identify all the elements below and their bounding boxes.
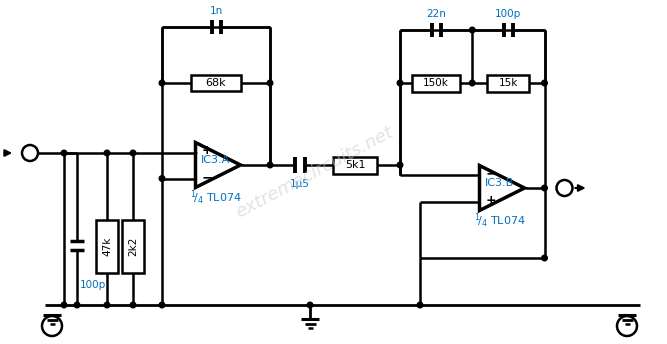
Text: $^1\!/_4$ TL074: $^1\!/_4$ TL074	[474, 211, 526, 229]
Text: 22n: 22n	[426, 9, 446, 19]
Bar	[122, 220, 144, 273]
Text: IC3.B: IC3.B	[486, 178, 515, 188]
Circle shape	[307, 302, 313, 308]
Text: 1µ5: 1µ5	[290, 179, 310, 189]
Circle shape	[417, 302, 423, 308]
Circle shape	[104, 302, 110, 308]
Text: 2k2: 2k2	[128, 237, 138, 256]
Circle shape	[470, 27, 475, 33]
Circle shape	[267, 80, 273, 86]
Circle shape	[130, 150, 136, 156]
Circle shape	[542, 80, 548, 86]
Text: +: +	[201, 144, 212, 157]
Text: 68k: 68k	[205, 78, 226, 88]
Circle shape	[130, 302, 136, 308]
Bar	[191, 75, 241, 91]
Text: 150k: 150k	[423, 78, 449, 88]
Circle shape	[398, 80, 403, 86]
Text: −: −	[201, 171, 213, 184]
Text: 15k: 15k	[499, 78, 518, 88]
Circle shape	[267, 162, 273, 168]
Circle shape	[542, 255, 548, 261]
Text: +: +	[486, 194, 496, 207]
Text: extremecircuits.net: extremecircuits.net	[233, 123, 397, 221]
Text: 1n: 1n	[209, 6, 223, 16]
Bar	[488, 75, 530, 92]
Circle shape	[542, 185, 548, 191]
Circle shape	[104, 150, 110, 156]
Text: 100p: 100p	[80, 280, 106, 290]
Bar	[96, 220, 118, 273]
Circle shape	[159, 80, 165, 86]
Circle shape	[398, 162, 403, 168]
Bar	[412, 75, 460, 92]
Circle shape	[61, 150, 67, 156]
Text: 47k: 47k	[102, 237, 112, 256]
Circle shape	[159, 302, 165, 308]
Text: −: −	[486, 166, 497, 181]
Circle shape	[74, 302, 80, 308]
Text: 100p: 100p	[496, 9, 522, 19]
Circle shape	[61, 302, 67, 308]
Text: IC3.A: IC3.A	[201, 155, 231, 165]
Circle shape	[470, 80, 475, 86]
Text: 5k1: 5k1	[345, 160, 366, 170]
Bar	[333, 157, 377, 173]
Text: $^1\!/_4$ TL074: $^1\!/_4$ TL074	[191, 188, 242, 207]
Circle shape	[159, 176, 165, 181]
